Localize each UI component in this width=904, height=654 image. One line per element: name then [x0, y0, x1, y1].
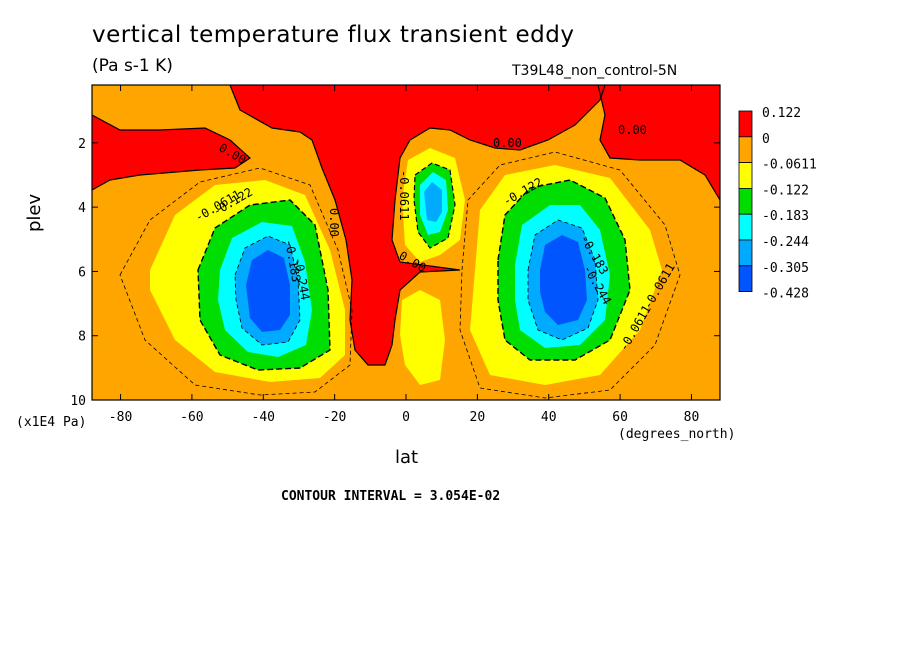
fill-red-west: [92, 115, 250, 190]
contour-label: 0.00: [493, 136, 522, 150]
contour-line-inner-south: [234, 235, 301, 346]
fill-red-north: [598, 85, 720, 200]
y-tick-label: 4: [78, 201, 86, 216]
x-tick-label: -80: [109, 410, 132, 425]
colorbar-label: 0: [762, 132, 770, 147]
colorbar-swatch: [738, 187, 753, 215]
colorbar-label: -0.0611: [762, 158, 817, 173]
contour-label: -0.0611: [397, 170, 411, 221]
colorbar-swatch: [738, 213, 753, 241]
colorbar-swatch: [738, 136, 753, 164]
colorbar-swatch: [738, 110, 753, 138]
x-tick-label: 0: [402, 410, 410, 425]
colorbar-swatch: [738, 162, 753, 189]
chart-units: (Pa s-1 K): [92, 56, 173, 76]
x-tick-label: -40: [252, 410, 275, 425]
contour-dashed-outer-north: [459, 151, 681, 399]
colorbar-label: -0.305: [762, 261, 809, 276]
contour-line-center: [413, 162, 456, 249]
contour-label: 0.00: [327, 208, 341, 237]
contour-zero-line-north: [597, 85, 720, 201]
contour-interval: CONTOUR INTERVAL = 3.054E-02: [281, 489, 501, 504]
y-tick-label: 8: [78, 330, 86, 345]
x-axis-unit: (degrees_north): [618, 427, 736, 442]
colorbar-label: -0.183: [762, 209, 809, 224]
y-tick-label: 6: [78, 265, 86, 280]
axis-ticks: -80 -60 -40 -20 0 20 40 60 80 2 4 6 8 10: [70, 85, 720, 425]
y-tick-label: 10: [70, 394, 86, 409]
x-tick-label: 80: [684, 410, 700, 425]
x-axis-label: lat: [395, 447, 419, 468]
fill-blue-south: [246, 250, 290, 332]
fill-yellow-lower: [400, 290, 445, 385]
y-tick-label: 2: [78, 137, 86, 152]
contour-lines: [92, 85, 720, 399]
contour-zero-line-west: [92, 114, 251, 191]
colorbar-label: -0.122: [762, 183, 809, 198]
colorbar-swatch: [738, 239, 753, 267]
x-tick-label: -20: [323, 410, 346, 425]
contour-line-inner-north: [527, 219, 599, 341]
contour-zero-line: [229, 85, 606, 366]
x-tick-label: 20: [470, 410, 486, 425]
colorbar: 0.122 0 -0.0611 -0.122 -0.183 -0.244 -0.305 -0.…: [738, 106, 817, 302]
contour-line-minus-0122-north: [497, 179, 631, 361]
contour-label: 0.00: [618, 123, 647, 137]
colorbar-swatch: [738, 265, 753, 292]
colorbar-label: 0.122: [762, 106, 801, 121]
colorbar-label: -0.244: [762, 235, 809, 250]
x-tick-label: -60: [180, 410, 203, 425]
dataset-label: T39L48_non_control-5N: [512, 63, 678, 79]
colorbar-label: -0.428: [762, 287, 809, 302]
y-axis-unit: (x1E4 Pa): [16, 415, 87, 430]
chart-title: vertical temperature flux transient eddy: [92, 22, 575, 48]
fill-blue-north: [540, 235, 587, 325]
contour-dashed-outer-south: [119, 167, 353, 396]
fill-red-upper: [230, 85, 605, 365]
fill-lightblue-center: [424, 182, 442, 222]
x-tick-label: 40: [541, 410, 557, 425]
x-tick-label: 60: [612, 410, 628, 425]
